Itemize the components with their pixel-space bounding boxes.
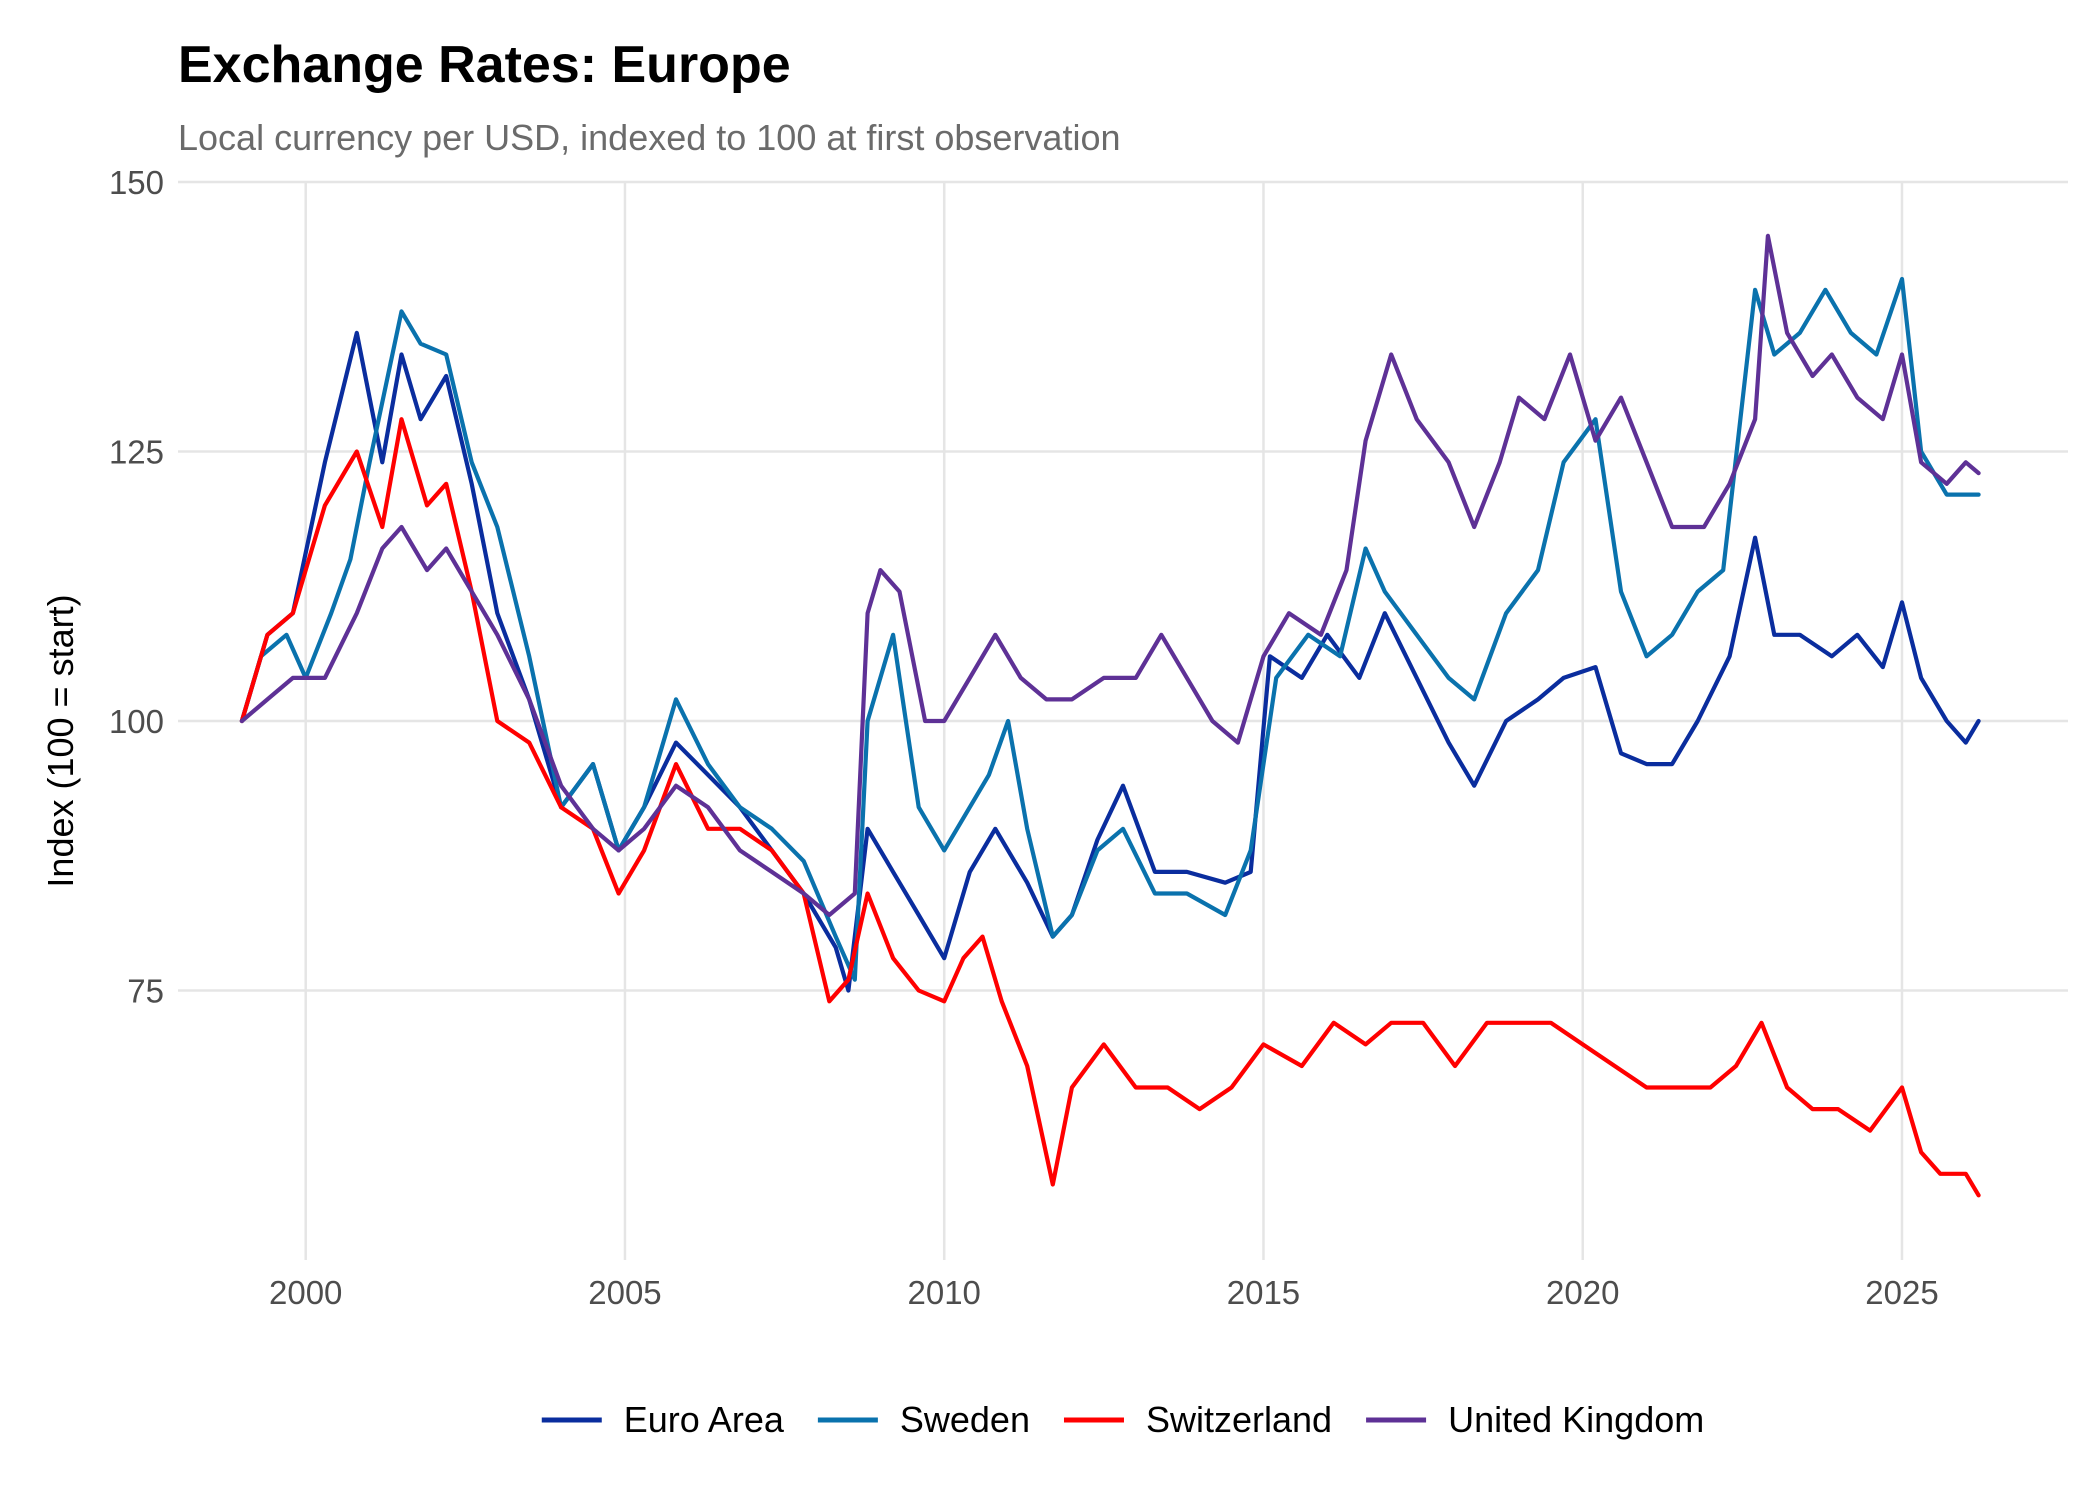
legend: Euro Area Sweden Switzerland United Kingdom: [541, 1399, 1704, 1440]
chart-subtitle: Local currency per USD, indexed to 100 a…: [178, 117, 1121, 158]
series-lines: [239, 233, 1981, 1198]
y-axis-title: Index (100 = start): [40, 594, 81, 887]
gridlines: [178, 180, 2068, 1260]
series-line-switzerland: [239, 417, 1981, 1198]
legend-label: United Kingdom: [1448, 1399, 1704, 1440]
legend-label: Sweden: [900, 1399, 1030, 1440]
x-tick-label: 2025: [1865, 1274, 1938, 1311]
x-tick-label: 2015: [1227, 1274, 1300, 1311]
x-tick-label: 2005: [588, 1274, 661, 1311]
x-tick-label: 2010: [908, 1274, 981, 1311]
legend-item-sweden: Sweden: [817, 1399, 1030, 1440]
y-tick-label: 75: [127, 973, 164, 1010]
chart-title: Exchange Rates: Europe: [178, 36, 791, 94]
legend-label: Euro Area: [624, 1399, 785, 1440]
x-axis-ticks: 2000 2005 2010 2015 2020 2025: [269, 1274, 1939, 1311]
legend-item-switzerland: Switzerland: [1063, 1399, 1332, 1440]
legend-item-euro-area: Euro Area: [541, 1399, 785, 1440]
y-tick-label: 100: [109, 703, 164, 740]
y-tick-label: 125: [109, 434, 164, 471]
series-line-euro-area: [239, 330, 1981, 993]
series-line-sweden: [239, 276, 1981, 982]
x-tick-label: 2000: [269, 1274, 342, 1311]
y-axis-ticks: 75 100 125 150: [109, 164, 164, 1010]
y-tick-label: 150: [109, 164, 164, 201]
legend-label: Switzerland: [1146, 1399, 1332, 1440]
series-line-united-kingdom: [239, 233, 1981, 918]
x-tick-label: 2020: [1546, 1274, 1619, 1311]
legend-item-united-kingdom: United Kingdom: [1366, 1399, 1704, 1440]
